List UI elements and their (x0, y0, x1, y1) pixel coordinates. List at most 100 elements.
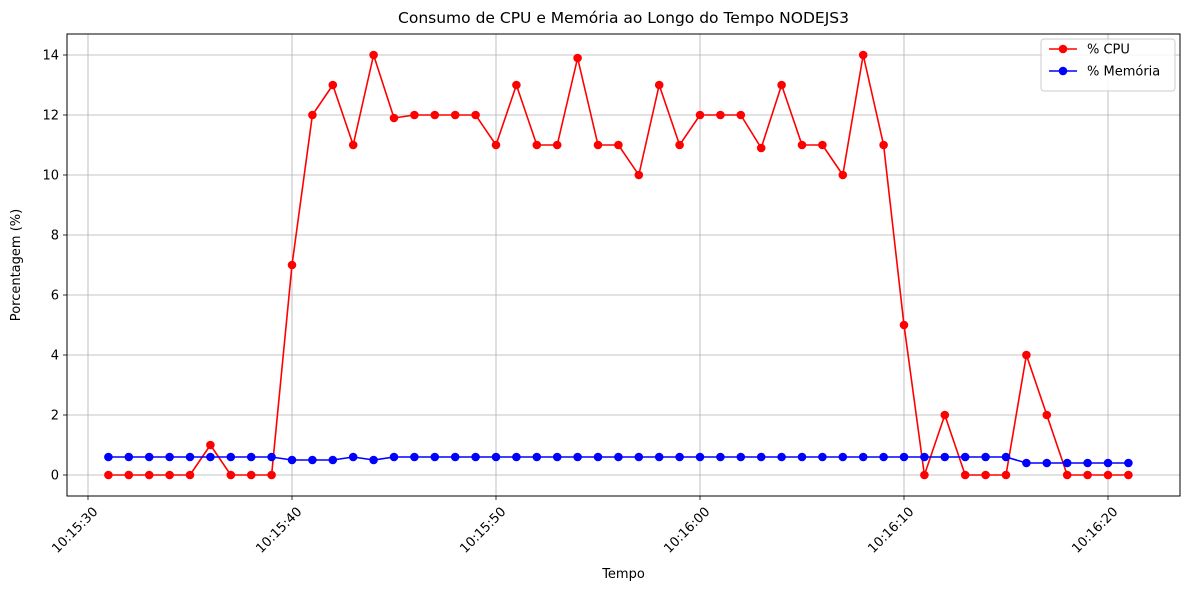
data-point (410, 452, 419, 462)
data-point (410, 110, 419, 120)
data-point (634, 452, 644, 462)
data-point (940, 410, 950, 420)
data-point (430, 452, 440, 462)
data-point (369, 50, 378, 60)
data-point (1022, 350, 1031, 360)
data-point (838, 170, 848, 180)
data-point (206, 452, 215, 462)
data-point (920, 452, 929, 462)
data-point (369, 455, 378, 465)
data-point (981, 470, 990, 480)
data-point (695, 452, 705, 462)
data-point (124, 470, 134, 480)
data-point (960, 470, 970, 480)
data-point (1022, 458, 1031, 468)
data-point (716, 110, 725, 120)
data-point (1124, 470, 1133, 480)
legend-label: % Memória (1087, 65, 1160, 80)
data-point (226, 452, 236, 462)
data-point (512, 452, 521, 462)
data-point (1062, 458, 1072, 468)
data-point (450, 110, 460, 120)
data-point (573, 452, 582, 462)
y-tick-label: 12 (42, 109, 59, 124)
data-point (1103, 470, 1113, 480)
y-tick-label: 6 (51, 289, 59, 304)
data-point (471, 110, 480, 120)
data-point (695, 110, 705, 120)
y-axis-title: Porcentagem (%) (9, 209, 24, 321)
legend-box (1040, 38, 1176, 92)
data-point (287, 455, 297, 465)
chart-title: Consumo de CPU e Memória ao Longo do Tem… (398, 9, 849, 27)
data-point (552, 452, 562, 462)
data-point (348, 140, 358, 150)
data-point (144, 452, 154, 462)
series-0 (104, 50, 1133, 480)
data-point (756, 452, 766, 462)
y-tick-label: 2 (51, 409, 59, 424)
data-point (552, 140, 562, 150)
data-point (675, 140, 684, 150)
data-point (165, 470, 174, 480)
data-point (777, 80, 786, 90)
data-point (634, 170, 644, 180)
data-point (308, 455, 317, 465)
data-point (777, 452, 786, 462)
data-point (206, 440, 215, 450)
data-point (573, 53, 582, 63)
data-point (491, 452, 501, 462)
legend-marker (1058, 44, 1068, 54)
data-point (348, 452, 358, 462)
y-tick-label: 4 (51, 349, 59, 364)
series-layer (104, 50, 1133, 480)
y-tick-label: 10 (42, 169, 59, 184)
data-point (675, 452, 684, 462)
data-point (246, 470, 256, 480)
y-tick-label: 8 (51, 229, 59, 244)
data-point (104, 470, 113, 480)
data-point (328, 455, 338, 465)
data-point (185, 452, 195, 462)
data-point (593, 452, 603, 462)
plot-frame (66, 33, 1181, 497)
data-point (818, 452, 827, 462)
y-tick-label: 14 (42, 49, 59, 64)
x-axis-title: Tempo (601, 567, 645, 582)
data-point (124, 452, 134, 462)
y-axis-ticks: 0 2 4 6 8 10 12 14 (42, 49, 67, 484)
data-point (450, 452, 460, 462)
data-point (1083, 470, 1092, 480)
data-point (308, 110, 317, 120)
data-point (818, 140, 827, 150)
y-tick-label: 0 (51, 469, 59, 484)
data-point (858, 50, 868, 60)
data-point (736, 110, 746, 120)
data-point (879, 140, 888, 150)
data-point (267, 452, 276, 462)
data-point (104, 452, 113, 462)
data-point (654, 452, 664, 462)
data-point (328, 80, 338, 90)
data-point (389, 452, 399, 462)
data-point (593, 140, 603, 150)
data-point (797, 452, 807, 462)
data-point (512, 80, 521, 90)
data-point (981, 452, 990, 462)
data-point (858, 452, 868, 462)
data-point (899, 320, 909, 330)
data-point (736, 452, 746, 462)
data-point (838, 452, 848, 462)
data-point (165, 452, 174, 462)
data-point (246, 452, 256, 462)
data-point (267, 470, 276, 480)
data-point (879, 452, 888, 462)
data-point (797, 140, 807, 150)
series-1 (104, 452, 1133, 468)
data-point (144, 470, 154, 480)
data-point (491, 140, 501, 150)
legend-marker (1058, 66, 1068, 76)
data-point (532, 452, 542, 462)
data-point (1062, 470, 1072, 480)
